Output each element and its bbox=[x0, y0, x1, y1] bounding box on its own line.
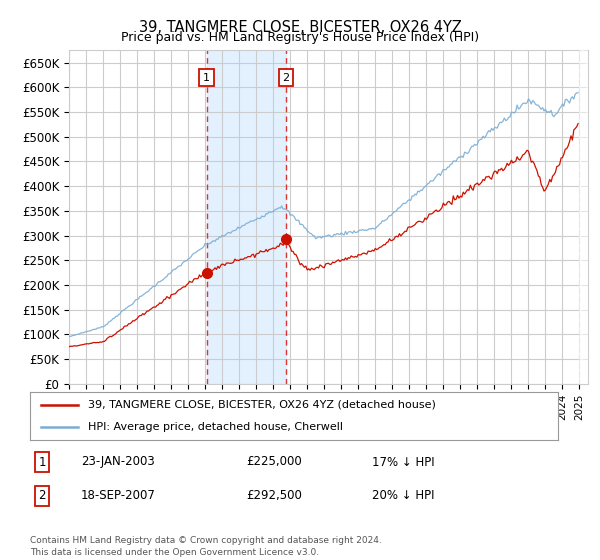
Text: 1: 1 bbox=[38, 455, 46, 469]
Text: 23-JAN-2003: 23-JAN-2003 bbox=[81, 455, 155, 469]
Text: HPI: Average price, detached house, Cherwell: HPI: Average price, detached house, Cher… bbox=[88, 422, 343, 432]
Text: Contains HM Land Registry data © Crown copyright and database right 2024.
This d: Contains HM Land Registry data © Crown c… bbox=[30, 536, 382, 557]
Text: 20% ↓ HPI: 20% ↓ HPI bbox=[372, 489, 434, 502]
Text: 18-SEP-2007: 18-SEP-2007 bbox=[81, 489, 156, 502]
Text: £292,500: £292,500 bbox=[246, 489, 302, 502]
Bar bbox=[580, 50, 588, 384]
Text: 1: 1 bbox=[203, 73, 210, 82]
Text: 39, TANGMERE CLOSE, BICESTER, OX26 4YZ: 39, TANGMERE CLOSE, BICESTER, OX26 4YZ bbox=[139, 20, 461, 35]
Text: 2: 2 bbox=[283, 73, 290, 82]
Text: 17% ↓ HPI: 17% ↓ HPI bbox=[372, 455, 434, 469]
Text: £225,000: £225,000 bbox=[246, 455, 302, 469]
Text: 39, TANGMERE CLOSE, BICESTER, OX26 4YZ (detached house): 39, TANGMERE CLOSE, BICESTER, OX26 4YZ (… bbox=[88, 400, 436, 410]
Bar bbox=[206, 50, 286, 384]
Text: 2: 2 bbox=[38, 489, 46, 502]
Text: Price paid vs. HM Land Registry's House Price Index (HPI): Price paid vs. HM Land Registry's House … bbox=[121, 31, 479, 44]
